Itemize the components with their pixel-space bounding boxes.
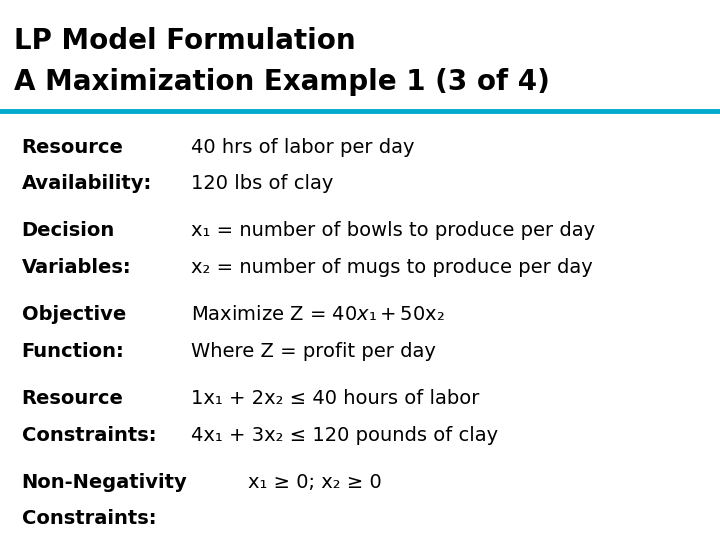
Text: A Maximization Example 1 (3 of 4): A Maximization Example 1 (3 of 4) bbox=[14, 68, 550, 96]
Text: 40 hrs of labor per day: 40 hrs of labor per day bbox=[191, 138, 414, 157]
Text: x₁ = number of bowls to produce per day: x₁ = number of bowls to produce per day bbox=[191, 221, 595, 240]
Text: Constraints:: Constraints: bbox=[22, 509, 156, 528]
Text: 1x₁ + 2x₂ ≤ 40 hours of labor: 1x₁ + 2x₂ ≤ 40 hours of labor bbox=[191, 389, 480, 408]
Text: Resource: Resource bbox=[22, 138, 123, 157]
Text: Where Z = profit per day: Where Z = profit per day bbox=[191, 342, 436, 361]
Text: 120 lbs of clay: 120 lbs of clay bbox=[191, 174, 333, 193]
Text: Maximize Z = $40x₁ + $50x₂: Maximize Z = $40x₁ + $50x₂ bbox=[191, 305, 444, 324]
Text: x₂ = number of mugs to produce per day: x₂ = number of mugs to produce per day bbox=[191, 258, 593, 277]
Text: Resource: Resource bbox=[22, 389, 123, 408]
Text: 4x₁ + 3x₂ ≤ 120 pounds of clay: 4x₁ + 3x₂ ≤ 120 pounds of clay bbox=[191, 426, 498, 444]
Text: Non-Negativity: Non-Negativity bbox=[22, 472, 187, 491]
Text: Constraints:: Constraints: bbox=[22, 426, 156, 444]
Text: LP Model Formulation: LP Model Formulation bbox=[14, 27, 356, 55]
Text: Function:: Function: bbox=[22, 342, 125, 361]
Text: Availability:: Availability: bbox=[22, 174, 152, 193]
Text: Decision: Decision bbox=[22, 221, 115, 240]
Text: x₁ ≥ 0; x₂ ≥ 0: x₁ ≥ 0; x₂ ≥ 0 bbox=[248, 472, 382, 491]
Text: Objective: Objective bbox=[22, 305, 126, 324]
Text: Variables:: Variables: bbox=[22, 258, 131, 277]
